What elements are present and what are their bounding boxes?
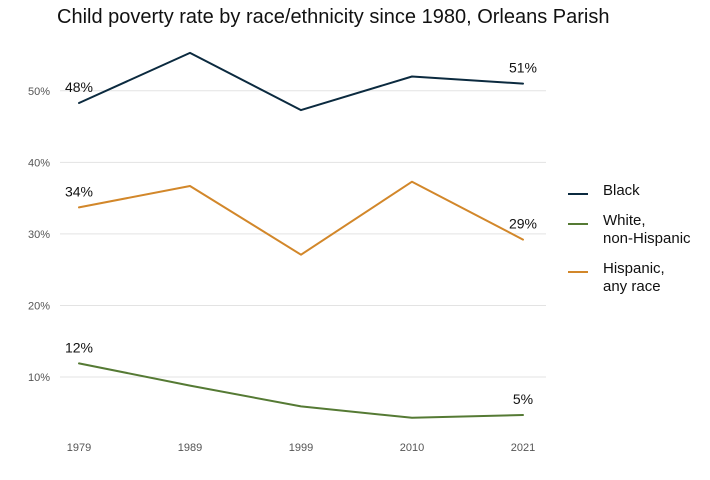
x-tick-label: 1979 <box>67 442 91 454</box>
y-tick-label: 20% <box>28 300 50 312</box>
legend-key-hispanic-any-race <box>568 271 588 273</box>
chart-title: Child poverty rate by race/ethnicity sin… <box>57 6 610 28</box>
data-label-end-white-non-hispanic: 5% <box>513 391 533 407</box>
x-axis-tick-labels: 1979 1989 1999 2010 2021 <box>67 442 535 454</box>
series-line-white-non-hispanic <box>78 362 524 419</box>
x-tick-label: 2021 <box>511 442 535 454</box>
legend-item-hispanic-any-race: Hispanic, any race <box>568 260 691 296</box>
y-tick-label: 40% <box>28 157 50 169</box>
data-label-start-white-non-hispanic: 12% <box>65 339 93 355</box>
x-tick-label: 1989 <box>178 442 202 454</box>
data-label-start-black: 48% <box>65 79 93 95</box>
series-line-hispanic-any-race <box>78 180 524 256</box>
legend-label-white-non-hispanic: White, non-Hispanic <box>603 212 691 247</box>
series-lines <box>78 51 524 419</box>
y-tick-label: 10% <box>28 372 50 384</box>
data-labels: 48% 51% 12% 5% 34% 29% <box>65 60 537 407</box>
legend-item-black: Black <box>568 182 691 200</box>
legend-item-white-non-hispanic: White, non-Hispanic <box>568 212 691 248</box>
y-axis-tick-labels: 10% 20% 30% 40% 50% <box>28 86 50 384</box>
y-tick-label: 50% <box>28 86 50 98</box>
data-label-end-hispanic-any-race: 29% <box>509 216 537 232</box>
legend-key-black <box>568 193 588 195</box>
legend-label-black: Black <box>603 182 640 199</box>
legend: Black White, non-Hispanic Hispanic, any … <box>568 182 691 308</box>
legend-label-hispanic-any-race: Hispanic, any race <box>603 260 665 295</box>
y-tick-label: 30% <box>28 229 50 241</box>
data-label-end-black: 51% <box>509 60 537 76</box>
x-tick-label: 1999 <box>289 442 313 454</box>
series-line-black <box>78 51 524 112</box>
gridlines <box>60 90 546 378</box>
x-tick-label: 2010 <box>400 442 424 454</box>
legend-key-white-non-hispanic <box>568 223 588 225</box>
data-label-start-hispanic-any-race: 34% <box>65 183 93 199</box>
